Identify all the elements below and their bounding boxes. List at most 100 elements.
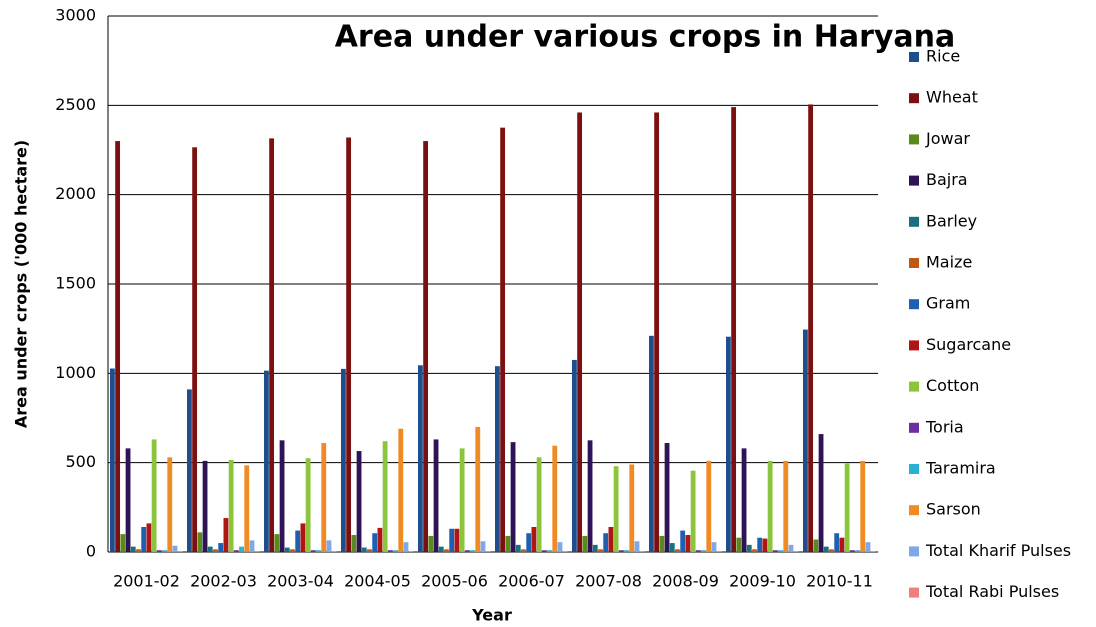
bar [156, 550, 162, 552]
bar [110, 368, 115, 552]
bar [592, 544, 598, 552]
bar [711, 542, 717, 552]
bar [624, 550, 629, 552]
bar [361, 547, 367, 552]
bar [341, 368, 346, 552]
bar [393, 550, 398, 552]
bar [521, 549, 526, 552]
y-tick-label: 2500 [55, 95, 96, 114]
bar [387, 550, 393, 552]
bar [772, 550, 778, 552]
bar [808, 104, 814, 552]
bar [865, 542, 871, 552]
x-tick-label: 2003-04 [267, 572, 334, 591]
legend-label: Cotton [926, 376, 979, 395]
bar [695, 550, 701, 552]
y-tick-label: 1000 [55, 363, 96, 382]
bar [459, 448, 465, 552]
bar [515, 544, 521, 552]
bar [659, 535, 665, 552]
legend-label: Barley [926, 211, 977, 230]
bar [587, 440, 593, 552]
bar [639, 551, 645, 552]
bar [664, 443, 670, 552]
legend-swatch [909, 299, 919, 310]
bar [213, 549, 218, 552]
legend-swatch [909, 587, 919, 598]
bar [834, 533, 840, 552]
bar [284, 547, 290, 552]
bar [855, 550, 860, 552]
bar [331, 551, 337, 552]
bar [223, 518, 229, 552]
bar [125, 448, 131, 552]
bar [829, 549, 834, 552]
bar [207, 546, 213, 552]
x-tick-label: 2010-11 [806, 572, 873, 591]
legend-swatch [909, 381, 919, 392]
bar [305, 458, 311, 552]
bar [757, 537, 763, 552]
bar [741, 448, 747, 552]
bar [778, 550, 783, 552]
bar [746, 544, 752, 552]
legend-label: Rice [926, 47, 960, 66]
bar [629, 464, 635, 552]
bar [485, 551, 491, 552]
bar [562, 551, 568, 552]
bar [316, 550, 321, 552]
bar [654, 112, 660, 552]
legend-swatch [909, 546, 919, 557]
bar [249, 540, 255, 552]
bar [351, 535, 357, 552]
bar [187, 389, 192, 552]
y-tick-label: 2000 [55, 184, 96, 203]
legend-swatch [909, 422, 919, 433]
bar [290, 549, 295, 552]
bar [326, 540, 332, 552]
bar [608, 526, 614, 552]
y-tick-label: 0 [86, 542, 96, 561]
bar [151, 439, 157, 552]
bar [356, 451, 362, 552]
legend-swatch [909, 505, 919, 516]
bar [613, 466, 619, 552]
x-tick-label: 2002-03 [190, 572, 257, 591]
bar [444, 549, 449, 552]
bar [634, 541, 640, 552]
bar [162, 550, 167, 552]
bar [818, 434, 824, 552]
bar [454, 528, 460, 552]
bar [690, 470, 696, 552]
bar [120, 534, 126, 552]
bar [321, 443, 327, 552]
bar [803, 329, 808, 552]
y-tick-label: 1500 [55, 274, 96, 293]
bar [197, 532, 203, 552]
bar [274, 534, 280, 552]
bar [244, 465, 250, 552]
bar [505, 535, 511, 552]
bar [228, 459, 234, 552]
bar [372, 533, 378, 552]
x-tick-label: 2001-02 [113, 572, 180, 591]
bar [136, 549, 141, 552]
bar [218, 543, 224, 552]
bar [264, 370, 269, 552]
bar [813, 539, 819, 552]
bar [870, 551, 876, 552]
bar [844, 463, 850, 552]
y-tick-label: 500 [65, 452, 96, 471]
bar [433, 439, 439, 552]
legend-label: Wheat [926, 88, 978, 107]
bar [603, 533, 609, 552]
bar [279, 440, 285, 552]
bar [716, 551, 722, 552]
y-tick-label: 3000 [55, 6, 96, 25]
chart-title: Area under various crops in Haryana [335, 20, 956, 55]
bar [531, 526, 537, 552]
legend-swatch [909, 93, 919, 104]
bar [526, 533, 532, 552]
x-tick-label: 2007-08 [575, 572, 642, 591]
